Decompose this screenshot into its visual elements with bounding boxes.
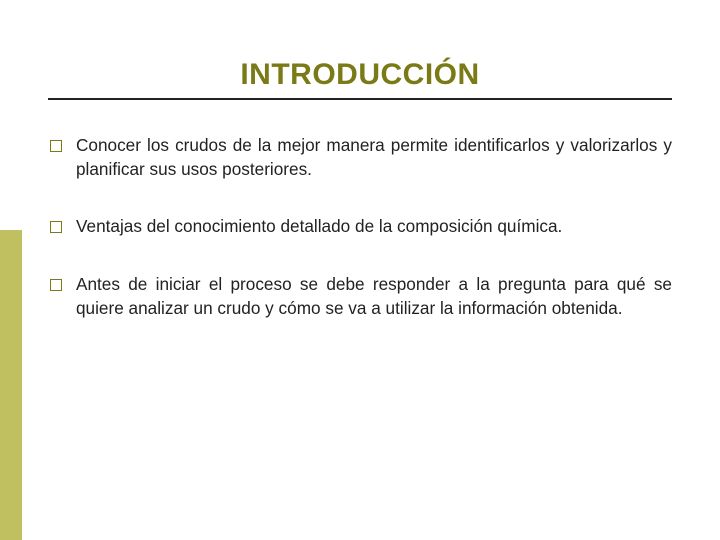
list-item: Antes de iniciar el proceso se debe resp… bbox=[48, 273, 672, 320]
list-item: Ventajas del conocimiento detallado de l… bbox=[48, 215, 672, 239]
slide-title: INTRODUCCIÓN bbox=[48, 58, 672, 100]
list-item: Conocer los crudos de la mejor manera pe… bbox=[48, 134, 672, 181]
slide: INTRODUCCIÓN Conocer los crudos de la me… bbox=[0, 0, 720, 540]
bullet-list: Conocer los crudos de la mejor manera pe… bbox=[48, 134, 672, 321]
